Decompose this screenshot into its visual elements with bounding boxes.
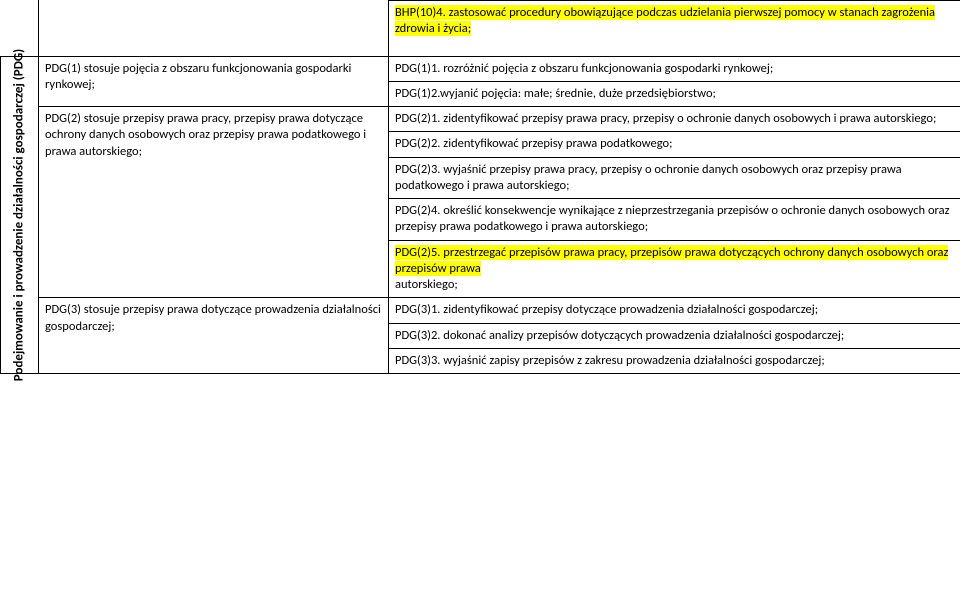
- highlighted-text: zastosować procedury obowiązujące podcza…: [395, 5, 935, 36]
- document-page: BHP(10)4. zastosować procedury obowiązuj…: [0, 0, 960, 594]
- table-row: PDG(2) stosuje przepisy prawa pracy, prz…: [1, 107, 960, 132]
- blank-cell: [39, 1, 389, 57]
- cell-text: autorskiego;: [395, 277, 458, 292]
- cell-text: PDG(1)1. rozróżnić pojęcia z obszaru fun…: [395, 61, 773, 76]
- right-cell: PDG(2)2. zidentyfikować przepisy prawa p…: [389, 132, 960, 157]
- top-right-cell: BHP(10)4. zastosować procedury obowiązuj…: [389, 1, 960, 57]
- cell-text: PDG(3) stosuje przepisy prawa dotyczące …: [45, 302, 381, 333]
- highlighted-text: BHP(10)4.: [395, 5, 446, 20]
- right-cell: PDG(2)3. wyjaśnić przepisy prawa pracy, …: [389, 157, 960, 199]
- cell-text: PDG(3)2. dokonać analizy przepisów dotyc…: [395, 328, 844, 343]
- right-cell: PDG(3)2. dokonać analizy przepisów dotyc…: [389, 323, 960, 348]
- left-cell: PDG(2) stosuje przepisy prawa pracy, prz…: [39, 107, 389, 298]
- highlighted-text: PDG(2)5. przestrzegać przepisów prawa pr…: [395, 245, 948, 276]
- side-label-text: Podejmowanie i prowadzenie działalności …: [11, 49, 28, 381]
- right-cell: PDG(2)1. zidentyfikować przepisy prawa p…: [389, 107, 960, 132]
- table-row: BHP(10)4. zastosować procedury obowiązuj…: [1, 1, 960, 57]
- right-cell: PDG(3)3. wyjaśnić zapisy przepisów z zak…: [389, 348, 960, 373]
- cell-text: PDG(3)3. wyjaśnić zapisy przepisów z zak…: [395, 353, 825, 368]
- blank-cell: [1, 1, 39, 57]
- cell-text: PDG(2)2. zidentyfikować przepisy prawa p…: [395, 136, 672, 151]
- right-cell: PDG(2)5. przestrzegać przepisów prawa pr…: [389, 240, 960, 298]
- main-table: BHP(10)4. zastosować procedury obowiązuj…: [0, 0, 960, 374]
- cell-text: PDG(3)1. zidentyfikować przepisy dotyczą…: [395, 302, 818, 317]
- cell-text: PDG(2)1. zidentyfikować przepisy prawa p…: [395, 111, 936, 126]
- right-cell: PDG(1)2.wyjanić pojęcia: małe; średnie, …: [389, 81, 960, 106]
- cell-text: PDG(2) stosuje przepisy prawa pracy, prz…: [45, 111, 366, 159]
- cell-text: PDG(1) stosuje pojęcia z obszaru funkcjo…: [45, 61, 351, 92]
- table-row: PDG(3) stosuje przepisy prawa dotyczące …: [1, 298, 960, 323]
- right-cell: PDG(1)1. rozróżnić pojęcia z obszaru fun…: [389, 56, 960, 81]
- left-cell: PDG(1) stosuje pojęcia z obszaru funkcjo…: [39, 56, 389, 107]
- cell-text: PDG(2)4. określić konsekwencje wynikając…: [395, 203, 950, 234]
- cell-text: PDG(1)2.wyjanić pojęcia: małe; średnie, …: [395, 86, 716, 101]
- cell-text: PDG(2)3. wyjaśnić przepisy prawa pracy, …: [395, 162, 902, 193]
- table-row: Podejmowanie i prowadzenie działalności …: [1, 56, 960, 81]
- right-cell: PDG(3)1. zidentyfikować przepisy dotyczą…: [389, 298, 960, 323]
- left-cell: PDG(3) stosuje przepisy prawa dotyczące …: [39, 298, 389, 374]
- side-label-cell: Podejmowanie i prowadzenie działalności …: [1, 56, 39, 374]
- right-cell: PDG(2)4. określić konsekwencje wynikając…: [389, 199, 960, 241]
